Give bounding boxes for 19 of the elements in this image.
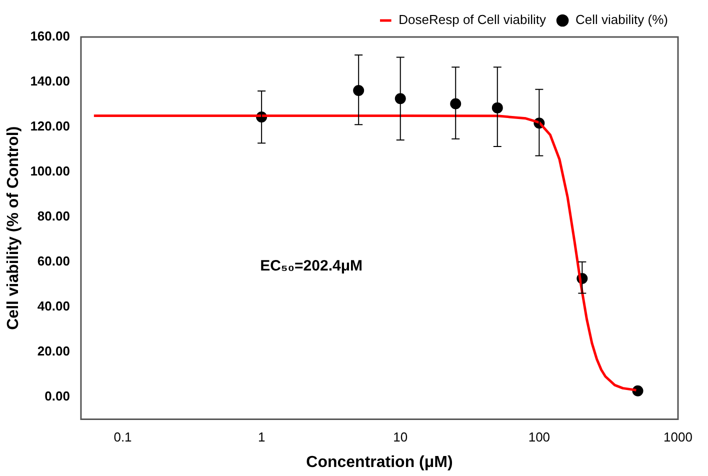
y-tick-label: 0.00 xyxy=(44,388,70,404)
legend-label: Cell viability (%) xyxy=(576,12,668,28)
annotation: EC₅₀=202.4μM xyxy=(260,257,363,274)
y-tick-label: 160.00 xyxy=(30,28,70,44)
legend-label: DoseResp of Cell viability xyxy=(398,12,547,28)
x-tick-label: 0.1 xyxy=(114,430,132,445)
x-axis-title: Concentration (μM) xyxy=(306,454,453,471)
y-tick-label: 120.00 xyxy=(30,118,70,134)
x-tick-label: 1 xyxy=(258,430,266,445)
y-tick-label: 140.00 xyxy=(30,74,70,89)
y-tick-label: 20.00 xyxy=(37,343,70,358)
x-tick-label: 1000 xyxy=(664,430,692,445)
y-tick-label: 60.00 xyxy=(37,253,70,268)
y-tick-label: 80.00 xyxy=(37,208,70,224)
y-tick-label: 40.00 xyxy=(37,298,70,314)
x-tick-label: 10 xyxy=(393,430,408,445)
x-tick-label: 100 xyxy=(528,430,550,445)
y-axis-title: Cell viability (% of Control) xyxy=(5,126,22,330)
y-tick-label: 100.00 xyxy=(30,163,70,178)
